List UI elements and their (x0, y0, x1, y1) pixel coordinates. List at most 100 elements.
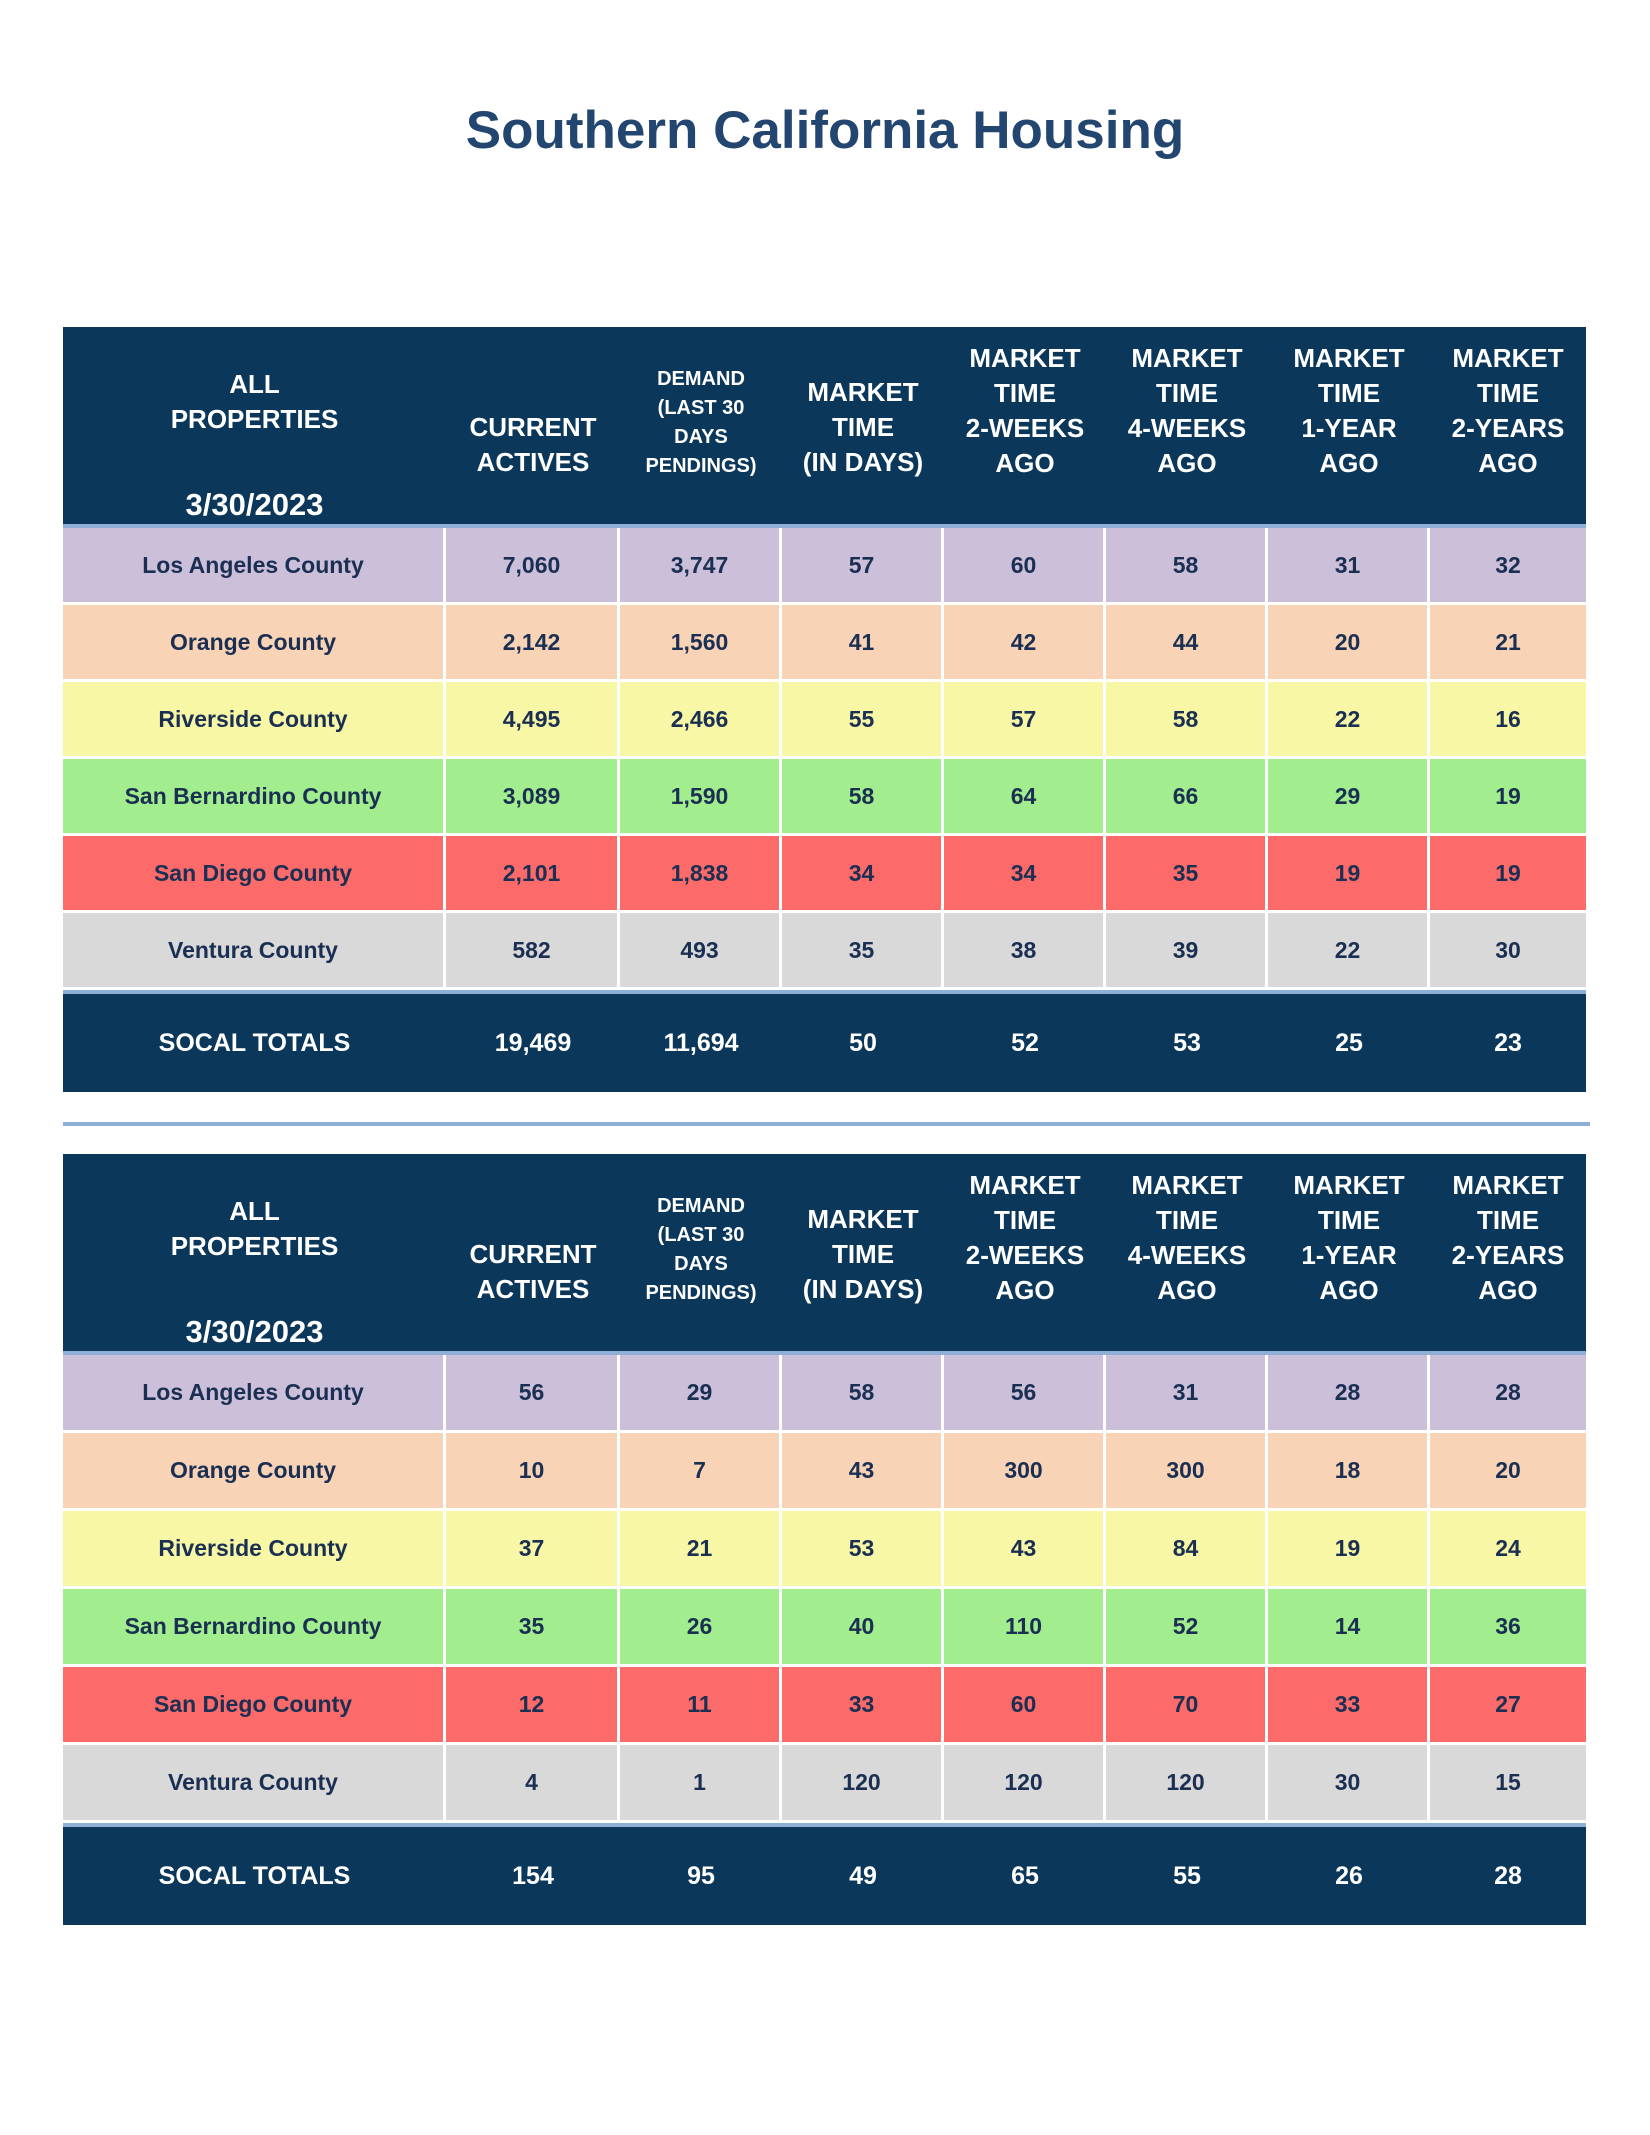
county-name: San Diego County (63, 1667, 446, 1742)
cell-value: 21 (620, 1511, 782, 1586)
table-row: Los Angeles County 56 29 58 56 31 28 28 (63, 1355, 1586, 1433)
header-market-time: MARKET TIME (IN DAYS) (802, 377, 924, 478)
totals-value: 95 (687, 1861, 715, 1890)
county-name: Riverside County (63, 682, 446, 756)
cell-value: 39 (1106, 913, 1268, 987)
cell-value: 26 (620, 1589, 782, 1664)
cell-value: 42 (944, 605, 1106, 679)
header-current-actives: CURRENT ACTIVES (469, 412, 597, 478)
totals-value: 52 (1011, 1028, 1039, 1057)
table-row: San Bernardino County 3,089 1,590 58 64 66 29 1… (63, 759, 1586, 836)
header-all-properties: ALL PROPERTIES (170, 1196, 339, 1262)
totals-rule (63, 990, 1586, 994)
county-name: Ventura County (63, 1745, 446, 1820)
cell-value: 34 (782, 836, 944, 910)
totals-row: SOCAL TOTALS 154 95 49 65 55 26 28 (63, 1827, 1586, 1925)
cell-value: 58 (782, 1355, 944, 1430)
cell-value: 84 (1106, 1511, 1268, 1586)
county-name: Riverside County (63, 1511, 446, 1586)
header-market-time-1year: MARKET TIME 1-YEAR AGO (1293, 1170, 1405, 1306)
cell-value: 56 (446, 1355, 620, 1430)
cell-value: 30 (1495, 936, 1521, 963)
cell-value: 27 (1495, 1691, 1521, 1717)
cell-value: 55 (782, 682, 944, 756)
cell-value: 60 (944, 528, 1106, 602)
cell-value: 29 (1268, 759, 1430, 833)
cell-value: 120 (782, 1745, 944, 1820)
header-demand: DEMAND (LAST 30 DAYS PENDINGS) (645, 368, 757, 477)
cell-value: 2,466 (620, 682, 782, 756)
header-date: 3/30/2023 (185, 487, 324, 522)
cell-value: 58 (782, 759, 944, 833)
cell-value: 58 (1106, 682, 1268, 756)
header-market-time-1year: MARKET TIME 1-YEAR AGO (1293, 343, 1405, 479)
cell-value: 1,590 (620, 759, 782, 833)
cell-value: 15 (1495, 1769, 1521, 1795)
county-name: San Diego County (63, 836, 446, 910)
table-header: ALL PROPERTIES 3/30/2023 CURRENT ACTIVES DE… (63, 1154, 1586, 1351)
totals-label: SOCAL TOTALS (158, 1861, 351, 1890)
cell-value: 21 (1495, 628, 1521, 655)
cell-value: 24 (1495, 1535, 1521, 1561)
cell-value: 1,560 (620, 605, 782, 679)
totals-rule (63, 1823, 1586, 1827)
totals-value: 154 (512, 1861, 554, 1890)
table-row: Riverside County 4,495 2,466 55 57 58 22 16 (63, 682, 1586, 759)
table-row: Orange County 10 7 43 300 300 18 20 (63, 1433, 1586, 1511)
cell-value: 57 (782, 528, 944, 602)
cell-value: 18 (1268, 1433, 1430, 1508)
cell-value: 4,495 (446, 682, 620, 756)
table-row: Orange County 2,142 1,560 41 42 44 20 21 (63, 605, 1586, 682)
header-rule (63, 1351, 1586, 1355)
header-market-time-2weeks: MARKET TIME 2-WEEKS AGO (965, 1170, 1085, 1306)
totals-value: 23 (1494, 1028, 1522, 1057)
cell-value: 30 (1268, 1745, 1430, 1820)
cell-value: 14 (1268, 1589, 1430, 1664)
cell-value: 22 (1268, 913, 1430, 987)
table-row: Ventura County 582 493 35 38 39 22 30 (63, 913, 1586, 990)
totals-value: 11,694 (663, 1028, 739, 1057)
cell-value: 38 (944, 913, 1106, 987)
cell-value: 2,142 (446, 605, 620, 679)
header-market-time: MARKET TIME (IN DAYS) (802, 1204, 924, 1305)
cell-value: 582 (446, 913, 620, 987)
totals-value: 55 (1173, 1861, 1201, 1890)
cell-value: 19 (1268, 836, 1430, 910)
cell-value: 7,060 (446, 528, 620, 602)
county-name: Los Angeles County (63, 528, 446, 602)
cell-value: 1,838 (620, 836, 782, 910)
header-demand: DEMAND (LAST 30 DAYS PENDINGS) (645, 1195, 757, 1304)
totals-value: 28 (1494, 1861, 1522, 1890)
cell-value: 32 (1495, 551, 1521, 578)
cell-value: 57 (944, 682, 1106, 756)
cell-value: 28 (1268, 1355, 1430, 1430)
cell-value: 11 (620, 1667, 782, 1742)
cell-value: 53 (782, 1511, 944, 1586)
cell-value: 29 (620, 1355, 782, 1430)
housing-table-1: ALL PROPERTIES 3/30/2023 CURRENT ACTIVES DE… (63, 327, 1586, 1092)
cell-value: 110 (944, 1589, 1106, 1664)
totals-value: 65 (1011, 1861, 1039, 1890)
cell-value: 66 (1106, 759, 1268, 833)
cell-value: 16 (1495, 705, 1521, 732)
cell-value: 33 (1268, 1667, 1430, 1742)
table-row: Los Angeles County 7,060 3,747 57 60 58 31 32 (63, 528, 1586, 605)
cell-value: 19 (1495, 859, 1521, 886)
totals-value: 53 (1173, 1028, 1201, 1057)
cell-value: 35 (446, 1589, 620, 1664)
cell-value: 300 (944, 1433, 1106, 1508)
cell-value: 31 (1268, 528, 1430, 602)
cell-value: 60 (944, 1667, 1106, 1742)
totals-row: SOCAL TOTALS 19,469 11,694 50 52 53 25 23 (63, 994, 1586, 1092)
cell-value: 28 (1495, 1379, 1521, 1405)
cell-value: 12 (446, 1667, 620, 1742)
totals-value: 19,469 (494, 1028, 572, 1057)
totals-value: 25 (1335, 1028, 1363, 1057)
cell-value: 7 (620, 1433, 782, 1508)
cell-value: 56 (944, 1355, 1106, 1430)
cell-value: 20 (1268, 605, 1430, 679)
table-row: San Diego County 2,101 1,838 34 34 35 19 19 (63, 836, 1586, 913)
cell-value: 44 (1106, 605, 1268, 679)
county-name: San Bernardino County (63, 1589, 446, 1664)
header-market-time-2weeks: MARKET TIME 2-WEEKS AGO (965, 343, 1085, 479)
